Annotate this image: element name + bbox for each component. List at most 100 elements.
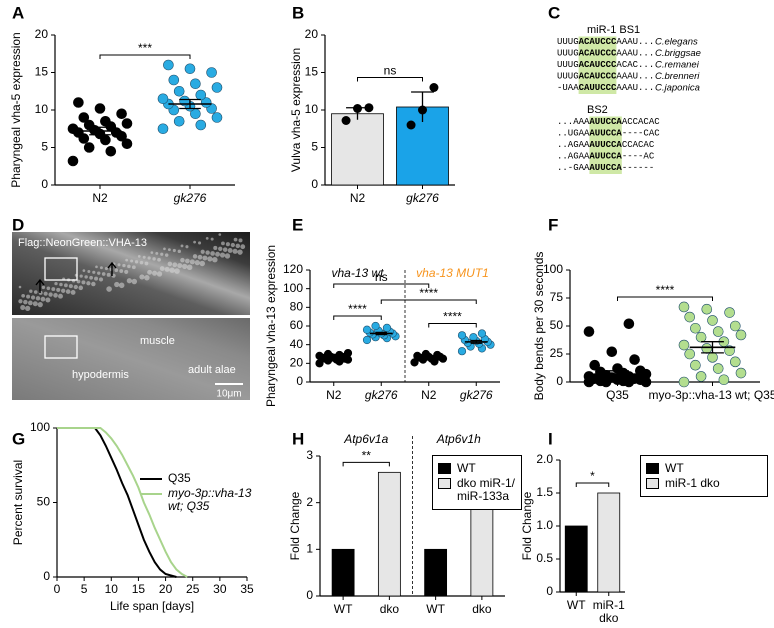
speckle: [81, 280, 86, 285]
y-tick-label: 40: [290, 337, 304, 351]
data-point: [735, 367, 747, 379]
speckle: [180, 244, 184, 248]
speckle: [97, 271, 101, 275]
speckle: [73, 284, 78, 290]
sequence-flank: ------: [622, 163, 654, 173]
data-point: [634, 365, 646, 377]
group-label: Atp6v1a: [343, 432, 388, 446]
speckle: [186, 264, 193, 271]
speckle: [70, 290, 76, 295]
data-point: [695, 331, 707, 343]
data-point: [707, 315, 718, 326]
speckle: [61, 288, 66, 293]
sequence: -UAACAUUCCCAAAU...: [557, 83, 654, 93]
sequence-flank: CCACAC: [622, 140, 655, 150]
speckle: [232, 248, 238, 254]
significance-label: ****: [348, 302, 367, 316]
sequence-flank: ..AGAA: [557, 152, 590, 162]
speckle: [56, 287, 61, 292]
data-point: [429, 83, 439, 92]
sem-bar: [701, 341, 724, 354]
y-tick-label: 5: [41, 140, 48, 154]
sequence-flank: UUUG: [557, 60, 579, 70]
speckle: [192, 254, 198, 259]
seed-highlight: [589, 139, 622, 151]
speckle: [240, 244, 246, 250]
seed-highlight: [589, 116, 622, 128]
sequence-flank: ----AC: [622, 152, 655, 162]
speckle: [92, 270, 96, 274]
panel-label: G: [12, 429, 25, 448]
speckles: [18, 233, 246, 312]
survival-curve: [57, 427, 177, 578]
speckle: [152, 257, 156, 261]
speckle: [185, 258, 190, 264]
speckle: [45, 297, 51, 303]
data-point: [712, 326, 724, 337]
seed-highlight: [578, 71, 617, 83]
group-label: Atp6v1h: [436, 432, 481, 446]
y-tick-label: 60: [290, 318, 304, 332]
speckle: [91, 281, 96, 287]
speckle: [218, 246, 223, 251]
data-point: [418, 105, 427, 115]
speckle: [65, 289, 71, 294]
speckle: [130, 259, 134, 263]
x-tick-label: 0: [54, 582, 61, 596]
speckle: [215, 251, 221, 257]
speckle: [37, 301, 43, 308]
data-point: [195, 89, 207, 101]
data-point: [623, 318, 635, 330]
data-point: [678, 376, 690, 388]
legend-label: dko miR-1/ miR-133a: [457, 476, 516, 503]
data-point: [695, 371, 707, 382]
y-tick-label: 75: [550, 290, 564, 304]
data-point: [707, 352, 718, 363]
speckle: [26, 294, 31, 299]
speckle: [89, 275, 93, 280]
speckle: [51, 287, 56, 292]
image-label: adult alae: [188, 364, 236, 376]
group-label: vha-13 wt: [331, 266, 384, 280]
legend-item: dko miR-1/ miR-133a: [438, 477, 516, 503]
y-tick-label: 0: [556, 374, 563, 388]
bar: [331, 548, 355, 597]
x-tick-label: N2: [421, 388, 437, 402]
x-axis-label: Life span [days]: [110, 599, 194, 613]
x-tick-label: WT: [566, 598, 586, 612]
speckle: [43, 291, 48, 296]
sequence-flank: ACCACAC: [622, 117, 660, 127]
significance-label: *: [590, 469, 595, 483]
data-point: [67, 123, 79, 135]
sequence-seed: ACAUCCC: [579, 72, 617, 82]
data-point: [78, 112, 90, 123]
bar: [424, 548, 448, 597]
speckle: [33, 290, 38, 294]
seed-highlight: [589, 128, 622, 140]
speckle: [144, 261, 149, 266]
y-tick-label: 5: [311, 140, 318, 154]
legend-item: WT: [646, 462, 762, 475]
data-point: [105, 145, 117, 157]
y-tick-label: 10: [35, 102, 49, 116]
legend-swatch: [646, 463, 659, 474]
arrow: [107, 261, 117, 276]
data-point: [729, 356, 741, 368]
data-point: [589, 359, 601, 371]
speckle: [68, 284, 73, 289]
x-tick-label: N2: [326, 388, 342, 402]
y-tick-label: 1.0: [536, 518, 553, 532]
data-point: [211, 112, 223, 123]
speckle: [159, 266, 165, 271]
sequence-seed: CAUUCCC: [579, 83, 617, 93]
panel-label: B: [292, 3, 304, 22]
y-tick-label: 0.5: [536, 551, 553, 565]
legend-line: [140, 478, 162, 480]
image-label: hypodermis: [72, 369, 129, 381]
sequence-seed: ACAUCCC: [579, 49, 617, 59]
y-tick-label: 0: [41, 177, 48, 191]
speckle: [142, 255, 146, 259]
y-axis-label: Fold Change: [288, 491, 302, 560]
data-point: [173, 115, 185, 127]
y-axis-label: Fold Change: [520, 491, 534, 560]
